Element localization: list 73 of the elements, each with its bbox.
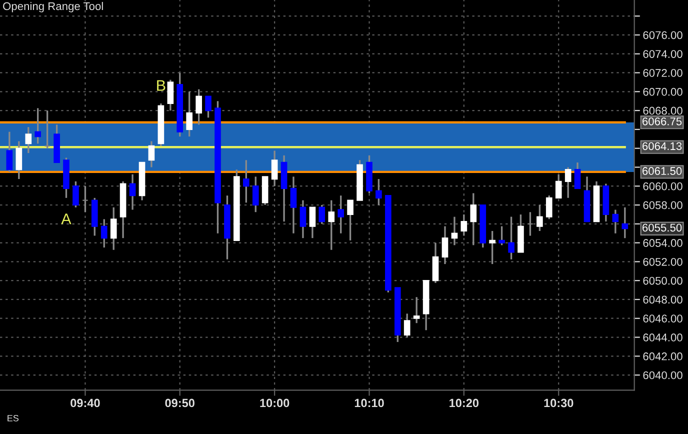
candlestick [527,211,534,237]
candlestick [25,126,32,154]
candlestick [564,166,572,199]
candlestick [622,206,628,239]
y-tick-label: 6070.00 [643,88,682,96]
y-tick-label: 6076.00 [643,31,682,40]
candlestick [508,216,514,260]
candlestick [110,206,117,251]
y-tick-label: 6074.00 [643,50,682,58]
candlestick [6,130,13,173]
candlestick [498,225,505,246]
candlestick [129,173,136,211]
candlestick [186,90,193,138]
candlestick [318,204,326,225]
candlestick [612,208,619,234]
candlestick [536,204,543,232]
y-tick-label: 6054.00 [643,239,682,247]
text: ES [8,414,19,422]
candlestick [338,194,344,234]
y-tick-label: 6050.00 [643,276,682,285]
candlestick [271,150,278,187]
candlestick [442,225,448,265]
candlestick [555,173,562,199]
y-tick-label: 6072.00 [643,69,682,77]
y-tick-label: 6042.00 [643,352,682,360]
y-tick-label: 6058.00 [643,201,682,210]
annotation: B [157,80,166,91]
candlestick [167,78,174,112]
candlestick [82,185,88,213]
x-tick-label: 10:00 [260,398,290,408]
candlestick [328,199,335,251]
candlestick [451,216,458,246]
annotation: 6055.50 [642,224,682,232]
y-tick-label: 6052.00 [643,258,682,266]
y-tick-label: 6046.00 [643,314,682,323]
candlestick [252,176,259,213]
candlestick [16,140,22,180]
candlestick [44,110,50,150]
candlestick [546,194,552,220]
x-tick-label: 10:10 [354,398,384,408]
candlestick [205,96,212,118]
candlestick [404,312,410,338]
x-tick-label: 10:30 [544,398,574,408]
candlestick [347,199,354,242]
x-tick-label: 09:40 [70,398,100,408]
candlestick [196,88,202,126]
x-tick-label: 10:20 [450,398,479,408]
candlestick [376,178,382,206]
candlestick [460,214,468,237]
chart-title: Opening Range Tool [3,2,103,12]
annotation: A [61,214,72,224]
candlestick [309,206,316,239]
y-tick-label: 6068.00 [643,106,682,115]
y-tick-label: 6048.00 [643,296,682,304]
candlestick [489,230,496,265]
candlestick [100,218,108,248]
candlestick [34,107,41,144]
y-tick-label: 6040.00 [643,371,682,380]
x-tick-label: 09:50 [165,398,194,408]
candlestick [470,192,477,246]
y-tick-label: 6044.00 [643,334,682,342]
candlestick [242,159,250,204]
candlestick [574,162,581,190]
y-tick-label: 6060.00 [643,182,682,190]
ref-line-label: 6061.50 [642,167,682,175]
candlestick [300,199,306,239]
ref-line-label: 6066.75 [642,117,682,126]
ref-line-label: 6064.13 [642,142,682,150]
candlestick [413,296,420,324]
candlestick [432,242,439,284]
candlestick [290,176,297,234]
candlestick [72,180,79,208]
candlestick [148,140,155,168]
